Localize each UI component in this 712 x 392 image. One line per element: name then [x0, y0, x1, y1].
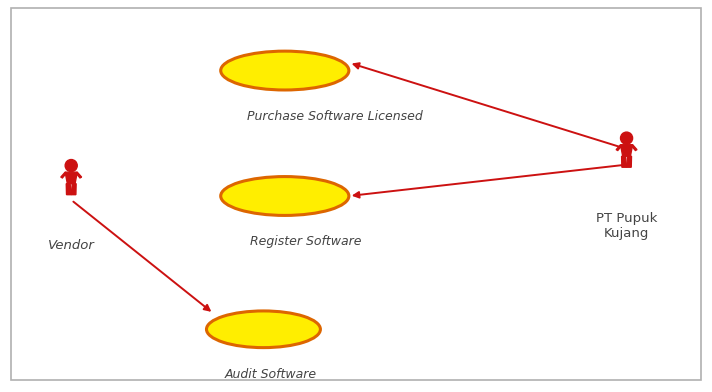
Ellipse shape	[621, 132, 632, 144]
Polygon shape	[616, 145, 622, 151]
Polygon shape	[61, 172, 66, 178]
Polygon shape	[66, 184, 71, 195]
Text: PT Pupuk
Kujang: PT Pupuk Kujang	[596, 212, 657, 240]
Text: Vendor: Vendor	[48, 239, 95, 252]
Ellipse shape	[66, 160, 77, 172]
Polygon shape	[622, 156, 627, 167]
Polygon shape	[627, 156, 632, 167]
Polygon shape	[76, 172, 82, 178]
Ellipse shape	[221, 51, 349, 90]
Ellipse shape	[221, 176, 349, 216]
Polygon shape	[66, 172, 77, 184]
Polygon shape	[632, 145, 637, 151]
Text: Purchase Software Licensed: Purchase Software Licensed	[247, 110, 422, 123]
Text: Audit Software: Audit Software	[224, 368, 317, 381]
Polygon shape	[621, 145, 632, 156]
Polygon shape	[71, 184, 76, 195]
Ellipse shape	[206, 311, 320, 348]
Text: Register Software: Register Software	[251, 235, 362, 248]
